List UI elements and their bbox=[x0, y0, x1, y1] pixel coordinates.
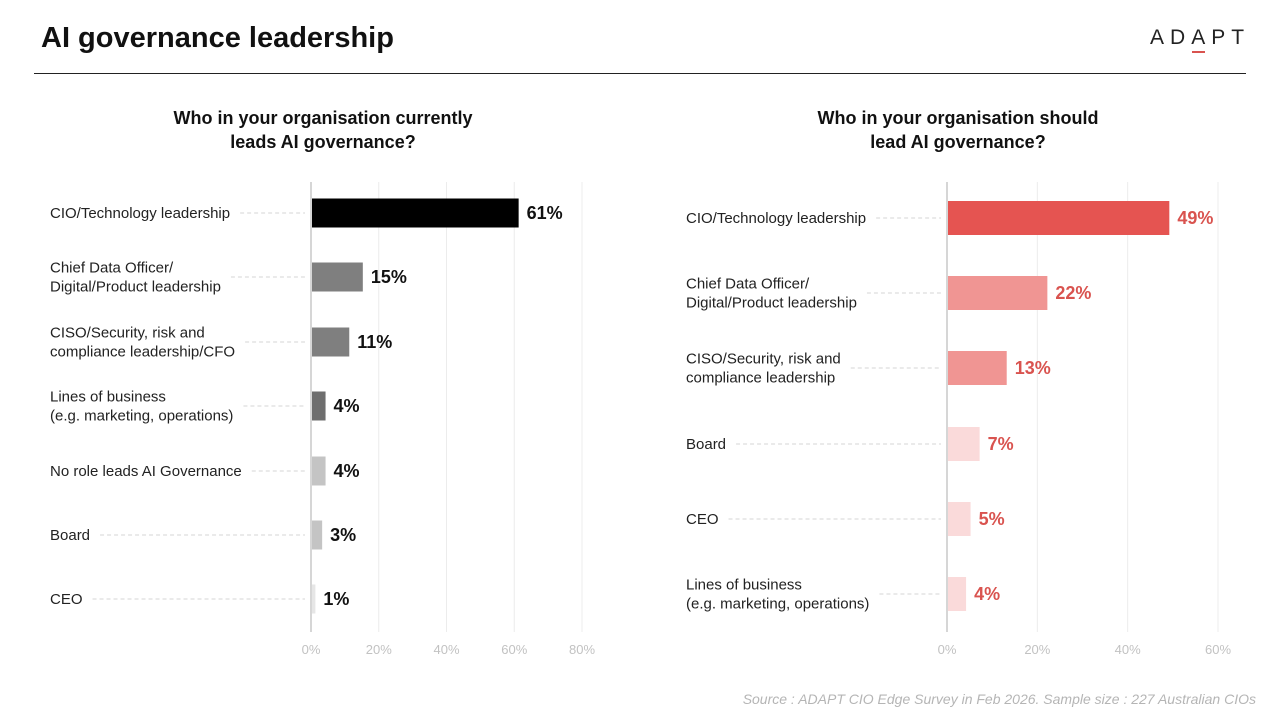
logo-letter-accent: A bbox=[1191, 26, 1212, 53]
left-category-label: CISO/Security, risk and compliance leader… bbox=[50, 325, 235, 361]
right-chart-title-line: lead AI governance? bbox=[870, 132, 1046, 152]
left-category-label-line: Chief Data Officer/ bbox=[50, 260, 174, 277]
left-tick-label: 0% bbox=[302, 642, 321, 657]
left-bar bbox=[312, 262, 363, 292]
left-category-label: CIO/Technology leadership bbox=[50, 205, 230, 222]
left-category-label: Lines of business (e.g. marketing, operat… bbox=[50, 389, 233, 425]
right-category-label: CIO/Technology leadership bbox=[686, 210, 866, 227]
right-tick-label: 40% bbox=[1115, 642, 1141, 657]
right-bar bbox=[948, 502, 971, 536]
right-bar bbox=[948, 427, 980, 461]
left-category-label: No role leads AI Governance bbox=[50, 463, 242, 480]
left-tick-label: 60% bbox=[501, 642, 527, 657]
right-data-label: 13% bbox=[1015, 358, 1051, 378]
right-category-label: Lines of business (e.g. marketing, operat… bbox=[686, 577, 869, 613]
right-category-label-line: (e.g. marketing, operations) bbox=[686, 596, 869, 613]
left-data-label: 4% bbox=[334, 396, 360, 416]
right-category-label-line: Board bbox=[686, 436, 726, 453]
left-category-label-line: compliance leadership/CFO bbox=[50, 344, 235, 361]
left-category-label: CEO bbox=[50, 591, 83, 608]
right-category-label-line: compliance leadership bbox=[686, 370, 835, 387]
left-category-label-line: Board bbox=[50, 527, 90, 544]
right-category-label-line: CISO/Security, risk and bbox=[686, 351, 841, 368]
right-category-label-line: Digital/Product leadership bbox=[686, 295, 857, 312]
left-category-label: Chief Data Officer/Digital/Product leade… bbox=[50, 260, 221, 296]
left-data-label: 4% bbox=[334, 461, 360, 481]
left-chart-title-line: Who in your organisation currently bbox=[173, 108, 473, 128]
left-chart-title-line: leads AI governance? bbox=[230, 132, 416, 152]
left-bar bbox=[312, 584, 316, 614]
left-category-label: Board bbox=[50, 527, 90, 544]
left-tick-label: 80% bbox=[569, 642, 595, 657]
left-data-label: 15% bbox=[371, 267, 407, 287]
left-bar bbox=[312, 456, 326, 486]
right-data-label: 7% bbox=[988, 434, 1014, 454]
left-data-label: 11% bbox=[357, 332, 392, 352]
left-category-label-line: CEO bbox=[50, 591, 83, 608]
logo-letter: P bbox=[1211, 26, 1232, 49]
left-bar bbox=[312, 327, 350, 357]
left-bar bbox=[312, 391, 326, 421]
logo-letter: A bbox=[1150, 26, 1171, 49]
right-category-label-line: CIO/Technology leadership bbox=[686, 210, 866, 227]
header-divider bbox=[34, 73, 1246, 74]
left-bar bbox=[312, 520, 323, 550]
left-category-label-line: CISO/Security, risk and bbox=[50, 325, 205, 342]
logo-letter: T bbox=[1231, 26, 1251, 49]
left-data-label: 1% bbox=[323, 589, 349, 609]
left-category-label-line: No role leads AI Governance bbox=[50, 463, 242, 480]
right-bar bbox=[948, 577, 967, 611]
left-tick-label: 40% bbox=[433, 642, 459, 657]
right-bar bbox=[948, 276, 1048, 310]
right-tick-label: 0% bbox=[938, 642, 957, 657]
right-bar bbox=[948, 351, 1007, 385]
right-data-label: 22% bbox=[1055, 283, 1091, 303]
right-category-label-line: Chief Data Officer/ bbox=[686, 276, 810, 293]
left-category-label-line: Digital/Product leadership bbox=[50, 279, 221, 296]
page-title: AI governance leadership bbox=[41, 22, 394, 54]
right-category-label: Chief Data Officer/Digital/Product leade… bbox=[686, 276, 857, 312]
right-category-label: Board bbox=[686, 436, 726, 453]
right-category-label: CISO/Security, risk and compliance leader… bbox=[686, 351, 841, 387]
right-category-label-line: CEO bbox=[686, 511, 719, 528]
right-chart: 0% 20% 40% 60% CIO/Technology leadership 49% C… bbox=[686, 182, 1231, 657]
left-category-label-line: CIO/Technology leadership bbox=[50, 205, 230, 222]
left-data-label: 61% bbox=[527, 203, 563, 223]
source-note: Source : ADAPT CIO Edge Survey in Feb 20… bbox=[742, 691, 1256, 707]
right-category-label: CEO bbox=[686, 511, 719, 528]
left-category-label-line: Lines of business bbox=[50, 389, 166, 406]
right-tick-label: 60% bbox=[1205, 642, 1231, 657]
right-data-label: 5% bbox=[979, 509, 1005, 529]
left-data-label: 3% bbox=[330, 525, 356, 545]
right-chart-title: Who in your organisation should lead AI … bbox=[758, 106, 1158, 154]
right-data-label: 49% bbox=[1177, 208, 1213, 228]
right-bar bbox=[948, 201, 1170, 235]
right-tick-label: 20% bbox=[1024, 642, 1050, 657]
logo-letter: D bbox=[1170, 26, 1192, 49]
left-chart: 0% 20% 40% 60% 80% CIO/Technology leadership 6… bbox=[50, 182, 595, 657]
left-bar bbox=[312, 198, 519, 228]
right-data-label: 4% bbox=[974, 584, 1000, 604]
left-category-label-line: (e.g. marketing, operations) bbox=[50, 408, 233, 425]
right-category-label-line: Lines of business bbox=[686, 577, 802, 594]
right-chart-title-line: Who in your organisation should bbox=[817, 108, 1099, 128]
left-tick-label: 20% bbox=[366, 642, 392, 657]
left-chart-title: Who in your organisation currently leads… bbox=[123, 106, 523, 154]
adapt-logo: ADAPT bbox=[1150, 26, 1251, 53]
